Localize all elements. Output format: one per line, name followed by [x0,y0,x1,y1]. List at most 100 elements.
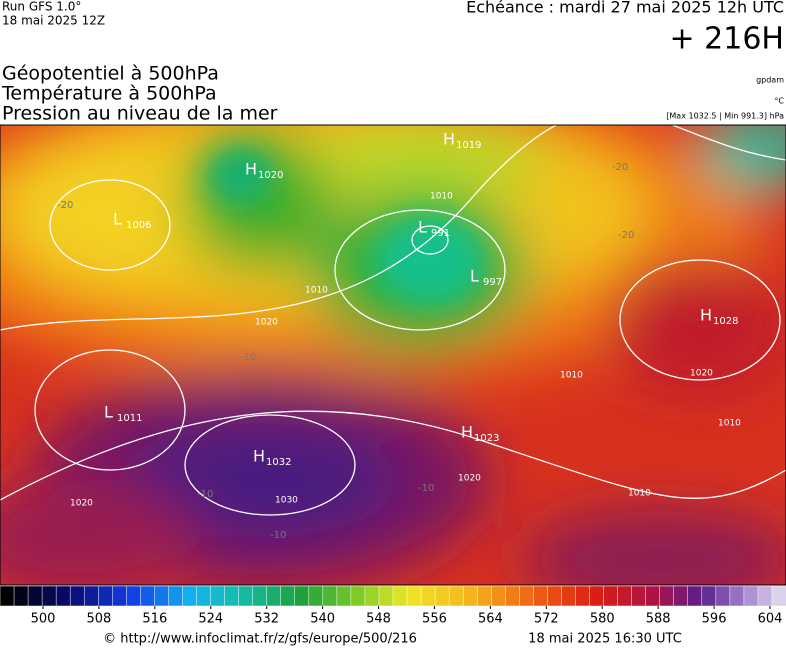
colorbar-swatch [434,585,450,607]
colorbar-label: 580 [590,612,615,627]
center-value: 1006 [126,220,151,231]
colorbar-swatch [266,585,282,607]
colorbar-swatch [673,585,689,607]
center-value: 1011 [117,413,142,424]
center-letter: H [461,423,473,442]
colorbar-label: 596 [702,612,727,627]
source: © http://www.infoclimat.fr/z/gfs/europe/… [103,632,417,647]
colorbar-swatch [0,585,15,607]
center-letter: H [253,447,265,466]
colorbar-swatch [687,585,703,607]
colorbar-swatch [224,585,240,607]
run-date: 18 mai 2025 12Z [2,14,105,28]
colorbar-swatch [294,585,310,607]
colorbar-swatch [41,585,57,607]
temp-label: -10 [418,483,434,494]
colorbar-label: 516 [142,612,167,627]
center-value: 1028 [713,316,738,327]
colorbar-swatch [659,585,675,607]
colorbar-label: 508 [87,612,112,627]
temp-label: -10 [197,489,213,500]
colorbar-swatch [196,585,212,607]
isobar-label: 1010 [430,192,453,202]
colorbar-swatch [420,585,436,607]
colorbar-swatch [238,585,254,607]
center-letter: H [443,130,455,149]
colorbar-swatch [83,585,100,607]
center-value: 997 [483,277,502,288]
field: Température à 500hPa [1,83,217,105]
colorbar-label: 588 [646,612,671,627]
colorbar-swatch [322,585,338,607]
colorbar-label: 604 [758,612,783,627]
colorbar-swatch [69,585,85,607]
isobar-label: 1020 [70,499,93,509]
colorbar-swatch [771,585,786,607]
colorbar-swatch [182,585,198,607]
colorbar-swatch [210,585,226,607]
colorbar-swatch [729,585,745,607]
unit: °C [774,97,784,106]
colorbar-swatch [617,585,633,607]
colorbar-swatch [575,585,591,607]
unit: [Max 1032.5 | Min 991.3] hPa [666,112,784,121]
center-value: 1020 [258,170,283,181]
map [0,125,786,585]
colorbar-label: 564 [478,612,503,627]
offset: + 216H [670,22,785,57]
colorbar-swatch [126,585,142,607]
colorbar-swatch [631,585,647,607]
field: Pression au niveau de la mer [2,103,278,125]
temp-label: -10 [240,352,256,363]
colorbar-label: 548 [366,612,391,627]
isobar-label: 1030 [275,496,298,506]
colorbar-swatch [561,585,577,607]
colorbar-swatch [715,585,731,607]
colorbar-swatch [533,585,549,607]
colorbar-label: 572 [534,612,559,627]
colorbar-swatch [645,585,661,607]
colorbar-swatch [476,585,493,607]
colorbar-swatch [336,585,352,607]
colorbar-label: 524 [198,612,223,627]
colorbar-swatch [547,585,563,607]
center-value: 1019 [456,140,481,151]
isobar-label: 1010 [718,419,741,429]
temp-label: -10 [270,530,286,541]
colorbar-label: 532 [254,612,279,627]
colorbar-swatch [406,585,422,607]
center-letter: H [245,160,257,179]
colorbar-swatch [168,585,184,607]
colorbar-swatch [364,585,380,607]
center-letter: H [700,306,712,325]
colorbar-swatch [350,585,366,607]
isobar-label: 1020 [458,474,481,484]
temp-label: -20 [57,200,73,211]
isobar-label: 1020 [690,369,713,379]
temp-label: -20 [612,162,628,173]
center-letter: L [113,210,122,229]
colorbar-swatch [519,585,535,607]
isobar-label: 1020 [255,318,278,328]
colorbar-swatch [462,585,478,607]
colorbar-label: 556 [422,612,447,627]
colorbar-swatch [252,585,268,607]
colorbar-swatch [13,585,29,607]
colorbar-swatch [55,585,71,607]
field: Géopotentiel à 500hPa [2,63,219,85]
colorbar-swatch [154,585,170,607]
colorbar-swatch [140,585,156,607]
unit: gpdam [756,76,784,85]
isobar-label: 1010 [560,371,583,381]
colorbar-swatch [98,585,114,607]
colorbar-swatch [603,585,619,607]
generated: 18 mai 2025 16:30 UTC [528,632,682,647]
colorbar-swatch [701,585,717,607]
center-value: 991 [431,228,450,239]
colorbar-swatch [392,585,408,607]
echeance: Echéance : mardi 27 mai 2025 12h UTC [466,0,784,17]
colorbar-swatch [308,585,324,607]
center-letter: L [104,403,113,422]
colorbar-swatch [448,585,464,607]
